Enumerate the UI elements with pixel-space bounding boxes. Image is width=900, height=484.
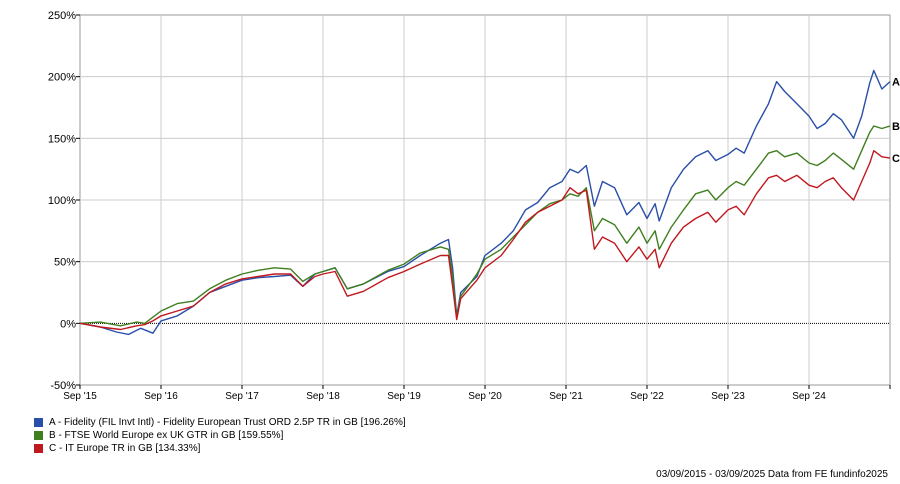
end-label-c: C (892, 153, 900, 165)
legend-label-b: B - FTSE World Europe ex UK GTR in GB [1… (49, 430, 284, 441)
x-tick-label: Sep '23 (711, 391, 745, 402)
y-tick-label: 0% (60, 318, 76, 330)
legend-item-b[interactable]: B - FTSE World Europe ex UK GTR in GB [1… (34, 429, 406, 442)
y-tick-label: 50% (54, 257, 76, 269)
series-line-a (79, 69, 891, 336)
x-tick-label: Sep '19 (387, 391, 421, 402)
legend-swatch-b (34, 431, 43, 440)
x-tick-label: Sep '22 (630, 391, 664, 402)
legend: A - Fidelity (FIL Invt Intl) - Fidelity … (34, 416, 406, 455)
x-tick-label: Sep '18 (306, 391, 340, 402)
x-axis: Sep '15 Sep '16 Sep '17 Sep '18 Sep '19 Sep '… (63, 385, 891, 402)
y-tick-label: 100% (48, 195, 76, 207)
end-label-b: B (892, 121, 900, 133)
line-chart: 250% 200% 150% 100% 50% 0% -50% Sep '15 Sep '16… (48, 10, 900, 402)
x-tick-label: Sep '17 (225, 391, 259, 402)
y-tick-label: 200% (48, 72, 76, 84)
x-tick-label: Sep '21 (549, 391, 583, 402)
end-label-a: A (892, 77, 900, 89)
legend-item-c[interactable]: C - IT Europe TR in GB [134.33%] (34, 442, 406, 455)
legend-swatch-c (34, 444, 43, 453)
end-labels: A B C (892, 77, 900, 165)
y-tick-label: 150% (48, 133, 76, 145)
y-tick-label: 250% (48, 10, 76, 22)
legend-label-a: A - Fidelity (FIL Invt Intl) - Fidelity … (49, 417, 406, 428)
legend-item-a[interactable]: A - Fidelity (FIL Invt Intl) - Fidelity … (34, 416, 406, 429)
series-line-c (79, 149, 891, 331)
x-tick-label: Sep '15 (63, 391, 97, 402)
legend-swatch-a (34, 418, 43, 427)
series-line-b (79, 125, 891, 327)
y-tick-label: -50% (50, 380, 76, 392)
x-tick-label: Sep '16 (144, 391, 178, 402)
legend-label-c: C - IT Europe TR in GB [134.33%] (49, 443, 201, 454)
x-tick-label: Sep '24 (792, 391, 826, 402)
y-axis: 250% 200% 150% 100% 50% 0% -50% (48, 10, 80, 392)
x-tick-label: Sep '20 (468, 391, 502, 402)
series-lines (79, 69, 891, 336)
data-source-footer: 03/09/2015 - 03/09/2025 Data from FE fun… (656, 469, 888, 480)
gridlines (80, 15, 890, 385)
